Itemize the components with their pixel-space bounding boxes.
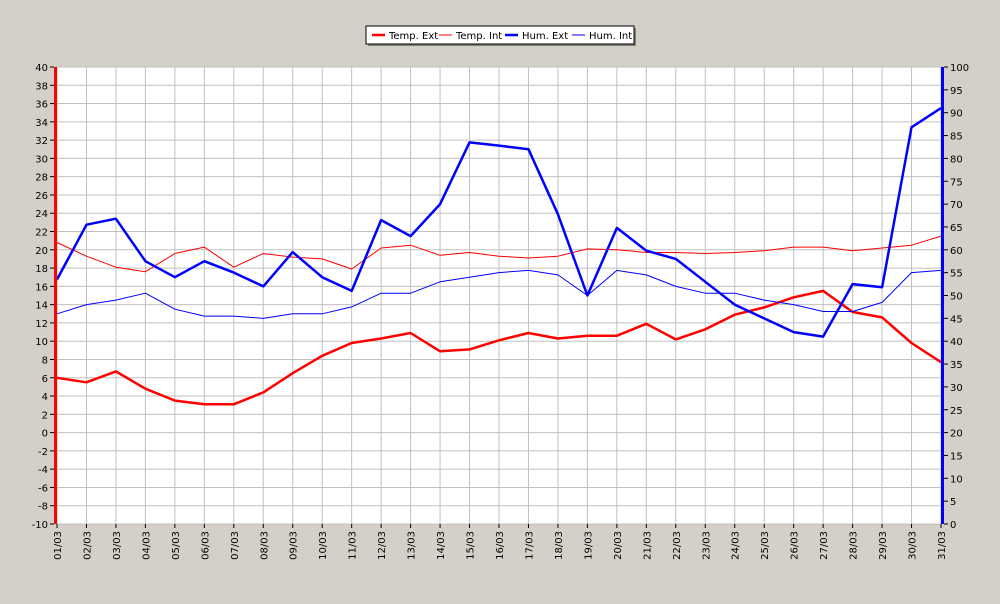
right-axis-tick-label: 0 — [950, 520, 956, 531]
x-axis-tick-label: 22/03 — [672, 531, 683, 560]
left-axis-tick-label: 22 — [35, 228, 48, 239]
right-axis-bar — [941, 67, 944, 524]
right-axis-tick-label: 30 — [950, 383, 963, 394]
left-axis-tick-label: 38 — [35, 81, 48, 92]
right-axis-tick-label: 50 — [950, 292, 963, 303]
legend: Temp. Ext Temp. Int Hum. Ext Hum. Int — [365, 25, 636, 46]
x-axis-tick-label: 10/03 — [318, 531, 329, 560]
left-axis-tick-label: 20 — [35, 246, 48, 257]
left-axis-tick-label: 8 — [42, 355, 48, 366]
series-line-hum-int — [56, 269, 942, 319]
x-axis-tick-label: 31/03 — [937, 531, 948, 560]
right-axis-tick-label: 95 — [950, 86, 963, 97]
x-axis-tick-label: 12/03 — [377, 531, 388, 560]
left-axis-tick-label: -2 — [38, 447, 48, 458]
x-axis-tick-label: 20/03 — [613, 531, 624, 560]
left-axis-tick-label: 40 — [35, 63, 48, 74]
right-axis-tick-label: 90 — [950, 109, 963, 120]
x-axis-tick-label: 25/03 — [760, 531, 771, 560]
x-axis-tick-label: 17/03 — [524, 531, 535, 560]
right-axis-tick-label: 25 — [950, 406, 963, 417]
right-axis-tick-label: 15 — [950, 451, 963, 462]
right-axis-tick-label: 80 — [950, 154, 963, 165]
series-line-temp-int — [56, 235, 942, 273]
x-axis-tick-label: 02/03 — [82, 531, 93, 560]
x-axis-tick-label: 24/03 — [731, 531, 742, 560]
x-axis-tick-label: 08/03 — [259, 531, 270, 560]
left-axis-tick-label: 24 — [35, 209, 48, 220]
series-lines — [55, 107, 942, 406]
left-axis-tick-label: -8 — [38, 502, 48, 513]
right-axis-tick-label: 100 — [950, 63, 969, 74]
right-axis-tick-label: 75 — [950, 177, 963, 188]
right-axis-tick-label: 10 — [950, 474, 963, 485]
x-axis-tick-label: 07/03 — [230, 531, 241, 560]
x-axis-tick-label: 28/03 — [849, 531, 860, 560]
right-axis-tick-label: 35 — [950, 360, 963, 371]
grid — [56, 66, 942, 525]
x-axis-tick-label: 14/03 — [436, 531, 447, 560]
legend-box — [365, 25, 635, 45]
right-axis-tick-label: 40 — [950, 337, 963, 348]
left-axis-tick-label: 10 — [35, 337, 48, 348]
x-axis-tick-label: 21/03 — [642, 531, 653, 560]
x-axis-tick-label: 23/03 — [701, 531, 712, 560]
left-axis-tick-label: 30 — [35, 154, 48, 165]
x-axis-tick-label: 29/03 — [878, 531, 889, 560]
left-axis-tick-label: 32 — [35, 136, 48, 147]
x-axis-tick-label: 13/03 — [407, 531, 418, 560]
x-axis-tick-label: 11/03 — [348, 531, 359, 560]
left-axis-tick-label: 18 — [35, 264, 48, 275]
right-axis-tick-label: 45 — [950, 314, 963, 325]
legend-label-temp-int: Temp. Int — [455, 31, 502, 42]
left-axis-tick-label: 26 — [35, 191, 48, 202]
axes: -10-8-6-4-202468101214161820222426283032… — [32, 63, 969, 560]
right-axis-tick-label: 55 — [950, 269, 963, 280]
left-axis-tick-label: -4 — [38, 465, 48, 476]
right-axis-tick-label: 65 — [950, 223, 963, 234]
x-axis-tick-label: 18/03 — [554, 531, 565, 560]
left-axis-tick-label: -6 — [38, 483, 48, 494]
x-axis-tick-label: 16/03 — [495, 531, 506, 560]
legend-label-hum-int: Hum. Int — [589, 31, 632, 42]
left-axis-tick-label: 2 — [42, 410, 48, 421]
left-axis-tick-label: 14 — [35, 301, 48, 312]
left-axis-tick-label: -10 — [32, 520, 48, 531]
right-axis-tick-label: 60 — [950, 246, 963, 257]
x-axis-tick-label: 30/03 — [908, 531, 919, 560]
x-axis-tick-label: 01/03 — [53, 531, 64, 560]
x-axis-tick-label: 06/03 — [200, 531, 211, 560]
x-axis-tick-label: 26/03 — [790, 531, 801, 560]
legend-label-temp-ext: Temp. Ext — [388, 31, 438, 42]
left-axis-tick-label: 4 — [42, 392, 48, 403]
left-axis-tick-label: 34 — [35, 118, 48, 129]
left-axis-tick-label: 16 — [35, 282, 48, 293]
left-axis-bar — [54, 67, 57, 524]
right-axis-tick-label: 70 — [950, 200, 963, 211]
left-axis-tick-label: 28 — [35, 173, 48, 184]
left-axis-tick-label: 12 — [35, 319, 48, 330]
left-axis-tick-label: 36 — [35, 100, 48, 111]
left-axis-tick-label: 6 — [42, 374, 48, 385]
left-axis-tick-label: 0 — [42, 429, 48, 440]
legend-label-hum-ext: Hum. Ext — [522, 31, 568, 42]
x-axis-tick-label: 15/03 — [466, 531, 477, 560]
series-line-hum-ext — [55, 107, 942, 338]
x-axis-tick-label: 27/03 — [819, 531, 830, 560]
x-axis-tick-label: 19/03 — [583, 531, 594, 560]
x-axis-tick-label: 09/03 — [289, 531, 300, 560]
right-axis-tick-label: 5 — [950, 497, 956, 508]
x-axis-tick-label: 04/03 — [141, 531, 152, 560]
x-axis-tick-label: 03/03 — [112, 531, 123, 560]
series-line-temp-ext — [56, 289, 942, 406]
right-axis-tick-label: 20 — [950, 429, 963, 440]
x-axis-tick-label: 05/03 — [171, 531, 182, 560]
right-axis-tick-label: 85 — [950, 132, 963, 143]
